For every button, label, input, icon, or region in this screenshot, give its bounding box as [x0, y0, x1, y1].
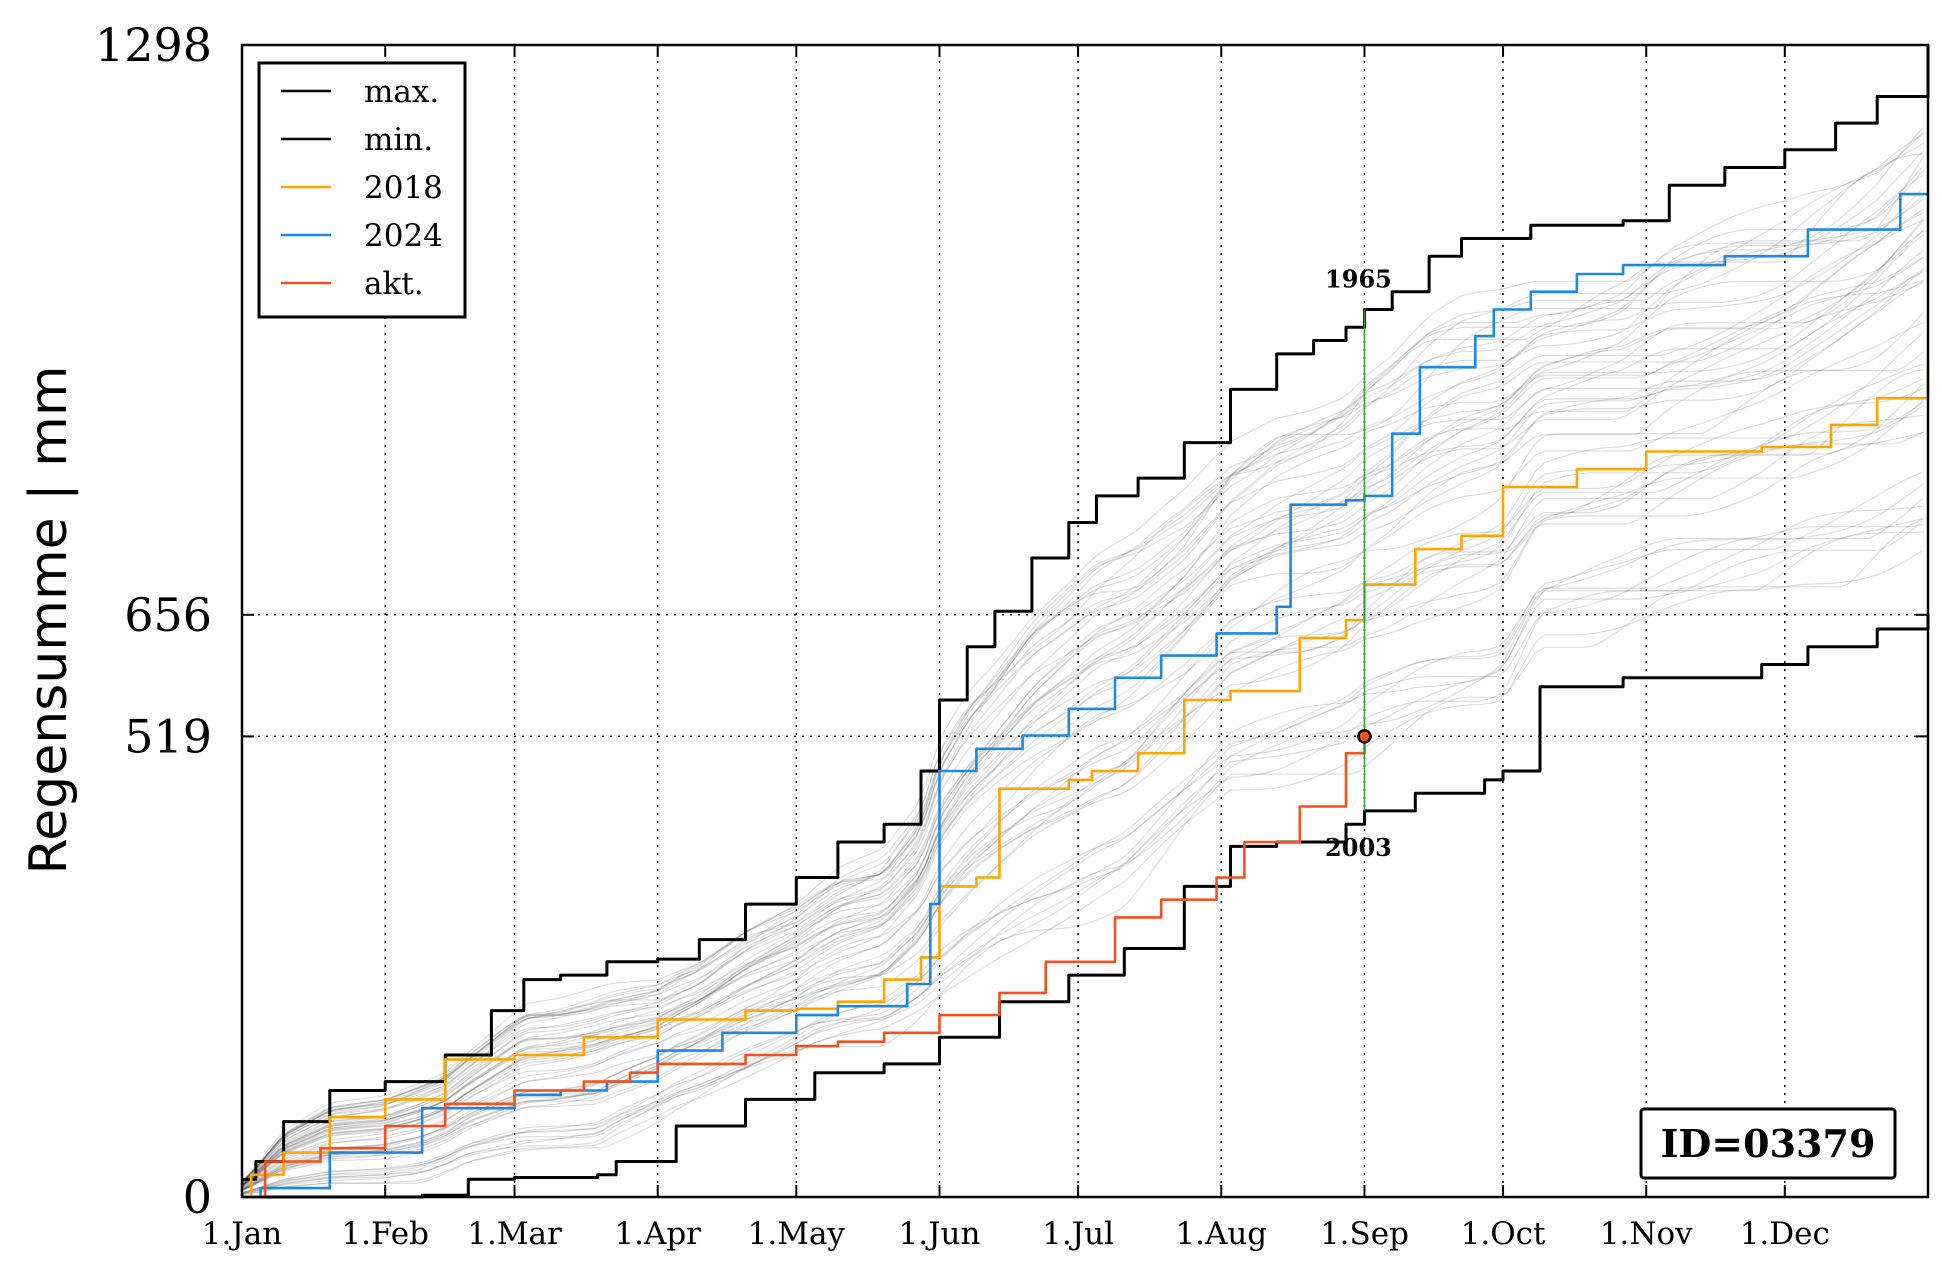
- historical-year-line: [241, 131, 1924, 1182]
- historical-year-line: [241, 431, 1924, 1192]
- x-tick-label: 1.Jun: [899, 1216, 981, 1252]
- series-line-min: [242, 614, 1930, 1199]
- x-tick-label: 1.Oct: [1461, 1216, 1546, 1252]
- historical-year-line: [241, 150, 1924, 1184]
- historical-year-line: [241, 517, 1924, 1195]
- historical-year-line: [241, 483, 1924, 1194]
- historical-year-line: [241, 321, 1924, 1189]
- historical-year-line: [241, 518, 1924, 1196]
- id-box: ID=03379: [1639, 1107, 1897, 1180]
- historical-year-line: [241, 279, 1924, 1187]
- series-line-akt: [242, 736, 1366, 1199]
- historical-year-line: [241, 156, 1924, 1184]
- x-tick-label: 1.Apr: [614, 1216, 701, 1252]
- current-value-marker: [1357, 729, 1372, 744]
- historical-year-line: [241, 523, 1924, 1194]
- historical-year-line: [241, 268, 1924, 1187]
- legend-label: 2024: [364, 218, 443, 254]
- series-lines: [242, 45, 1930, 1199]
- series-line-2024: [242, 192, 1928, 1199]
- historical-year-line: [241, 219, 1924, 1186]
- grid-lines: [242, 45, 1928, 1197]
- x-tick-label: 1.Feb: [341, 1216, 429, 1252]
- historical-year-line: [241, 414, 1924, 1191]
- historical-year-line: [241, 169, 1924, 1183]
- y-tick-label: 0: [183, 1170, 212, 1224]
- legend-label: max.: [364, 74, 439, 110]
- historical-year-line: [241, 332, 1924, 1190]
- series-line-2018: [242, 362, 1930, 1199]
- historical-year-line: [241, 133, 1924, 1183]
- historical-year-line: [241, 377, 1924, 1190]
- historical-year-line: [241, 221, 1924, 1186]
- series-line-max: [242, 45, 1930, 1181]
- historical-year-line: [241, 311, 1924, 1188]
- historical-years-lines: [241, 127, 1924, 1196]
- historical-year-line: [241, 212, 1924, 1186]
- x-tick-label: 1.May: [748, 1216, 846, 1252]
- x-tick-label: 1.Nov: [1600, 1216, 1693, 1252]
- historical-year-line: [241, 431, 1924, 1191]
- historical-year-line: [241, 187, 1924, 1185]
- historical-year-line: [241, 271, 1924, 1187]
- historical-year-line: [241, 198, 1924, 1184]
- historical-year-line: [241, 153, 1924, 1183]
- id-box-text: ID=03379: [1661, 1121, 1876, 1166]
- plot-frame: [240, 43, 1930, 1199]
- historical-year-line: [241, 234, 1924, 1187]
- x-tick-label: 1.Mar: [467, 1216, 562, 1252]
- historical-year-line: [241, 209, 1924, 1186]
- x-tick-label: 1.Aug: [1175, 1216, 1267, 1252]
- historical-year-line: [241, 269, 1924, 1188]
- historical-year-line: [241, 174, 1924, 1185]
- historical-year-line: [241, 229, 1924, 1185]
- historical-year-line: [241, 401, 1924, 1191]
- historical-year-line: [241, 143, 1924, 1183]
- historical-year-line: [241, 497, 1924, 1194]
- annotations: 1965 2003: [1325, 264, 1392, 861]
- x-tick-label: 1.Sep: [1320, 1216, 1409, 1252]
- y-tick-label: 656: [124, 588, 212, 642]
- historical-year-line: [241, 351, 1924, 1189]
- historical-year-line: [241, 256, 1924, 1186]
- historical-year-line: [241, 249, 1924, 1187]
- max-year-label: 1965: [1325, 264, 1392, 293]
- historical-year-line: [241, 282, 1924, 1187]
- legend-label: akt.: [364, 266, 424, 302]
- historical-year-line: [241, 383, 1924, 1191]
- x-tick-label: 1.Jul: [1042, 1216, 1114, 1252]
- axis-ticks: 1.Jan 1.Feb 1.Mar 1.Apr 1.May 1.Jun 1.Jul 1.Aug…: [95, 18, 1928, 1252]
- historical-year-line: [241, 531, 1924, 1195]
- x-tick-label: 1.Dec: [1740, 1216, 1830, 1252]
- min-year-label: 2003: [1325, 833, 1392, 862]
- y-tick-label: 519: [124, 709, 212, 763]
- historical-year-line: [241, 218, 1924, 1186]
- legend-label: min.: [364, 122, 433, 158]
- historical-year-line: [241, 505, 1924, 1194]
- historical-year-line: [241, 471, 1924, 1194]
- x-tick-label: 1.Jan: [202, 1216, 282, 1252]
- historical-year-line: [241, 549, 1924, 1196]
- y-tick-label: 1298: [95, 18, 212, 72]
- historical-year-line: [241, 520, 1924, 1195]
- legend-label: 2018: [364, 170, 443, 206]
- legend-box: [257, 61, 467, 319]
- legend: max. min. 2018 2024 akt.: [257, 61, 467, 319]
- y-axis-label: Regensumme | mm: [19, 366, 79, 875]
- historical-year-line: [241, 194, 1924, 1184]
- historical-year-line: [241, 165, 1924, 1184]
- historical-year-line: [241, 280, 1924, 1188]
- historical-year-line: [241, 127, 1924, 1183]
- historical-year-line: [241, 400, 1924, 1191]
- historical-year-line: [241, 257, 1924, 1186]
